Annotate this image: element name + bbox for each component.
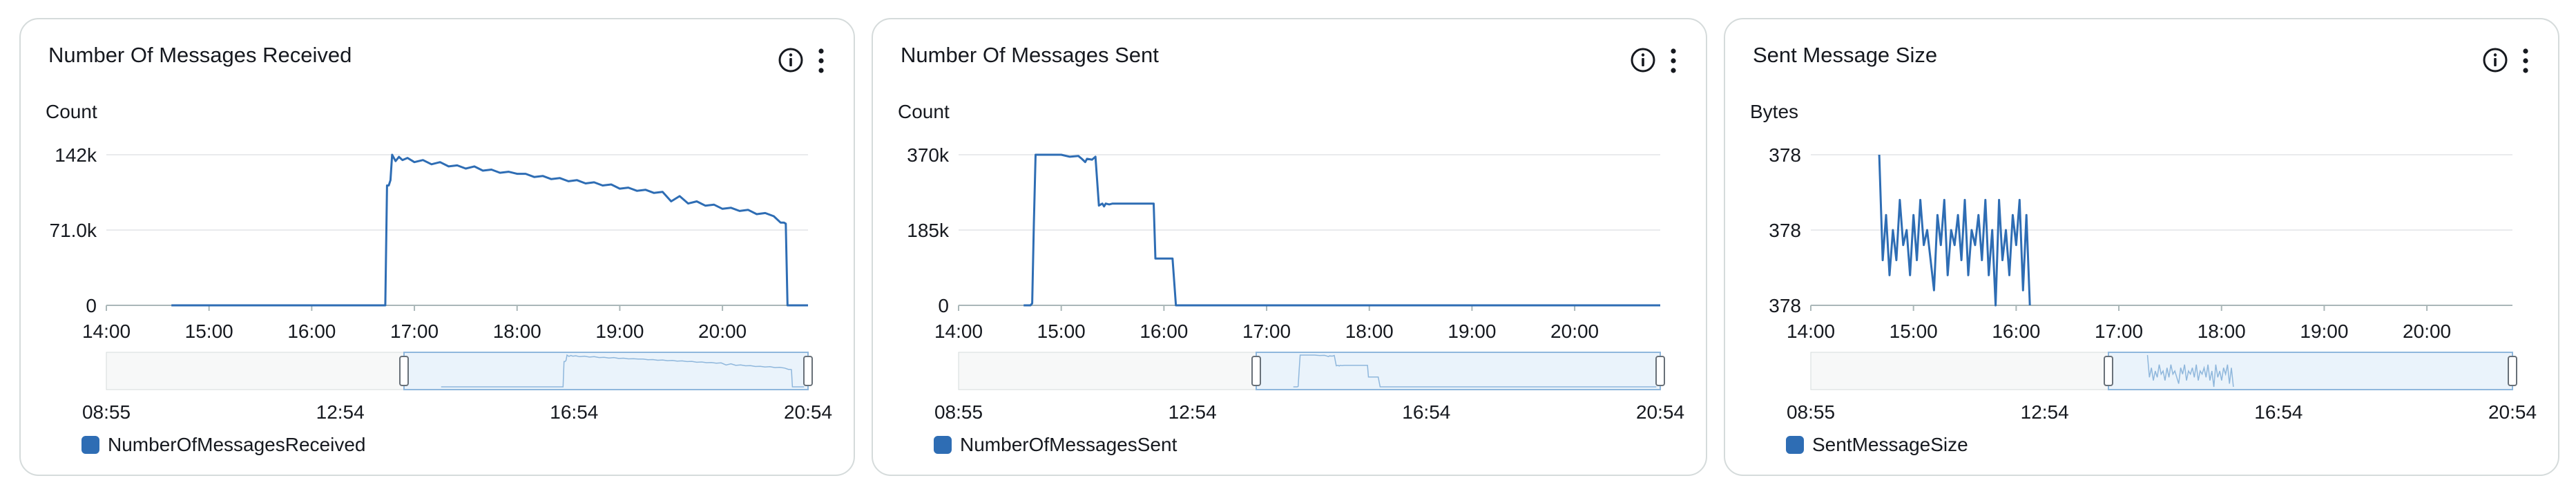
legend-swatch	[934, 436, 952, 454]
legend-item[interactable]: NumberOfMessagesSent	[934, 434, 1177, 456]
more-options-icon[interactable]	[1666, 46, 1681, 76]
series-line	[1023, 153, 1660, 307]
navigator-series-line	[2146, 354, 2234, 388]
x-tick-label: 14:00	[934, 321, 983, 342]
y-tick-label: 71.0k	[50, 220, 97, 241]
navigator-tick-label: 08:55	[934, 401, 983, 423]
more-options-icon[interactable]	[814, 46, 829, 76]
x-tick-label: 16:00	[287, 321, 336, 342]
navigator-tick-label: 16:54	[1402, 401, 1450, 423]
x-tick-label: 14:00	[1787, 321, 1835, 342]
navigator-handle	[1251, 356, 1261, 386]
navigator-tick-label: 20:54	[2488, 401, 2537, 423]
widget-sent-message-size: Sent Message Size Bytes 378 378 378 14:00 15…	[1724, 18, 2559, 476]
x-tick-label: 17:00	[2095, 321, 2143, 342]
navigator-series-line	[441, 354, 805, 388]
x-tick-label: 17:00	[390, 321, 439, 342]
navigator-tick-label: 16:54	[550, 401, 598, 423]
navigator-tick-label: 08:55	[82, 401, 131, 423]
legend-swatch	[81, 436, 99, 454]
navigator-tick-label: 20:54	[1636, 401, 1684, 423]
x-tick-label: 16:00	[1992, 321, 2040, 342]
navigator-tick-label: 16:54	[2254, 401, 2303, 423]
x-tick-label: 19:00	[1448, 321, 1496, 342]
y-unit-label: Count	[898, 101, 950, 122]
legend-label: SentMessageSize	[1812, 434, 1968, 455]
x-tick-label: 19:00	[595, 321, 644, 342]
navigator-selection	[1255, 352, 1661, 390]
widget-title: Sent Message Size	[1753, 43, 1938, 67]
navigator-handle	[398, 356, 409, 386]
navigator-tick-label: 12:54	[2021, 401, 2069, 423]
widget-title: Number Of Messages Sent	[901, 43, 1159, 67]
navigator-tick-label: 20:54	[784, 401, 832, 423]
x-tick-label: 14:00	[82, 321, 131, 342]
y-tick-label: 370k	[907, 144, 950, 166]
x-tick-label: 17:00	[1242, 321, 1291, 342]
info-circle-icon[interactable]	[778, 47, 804, 73]
x-tick-label: 18:00	[2198, 321, 2246, 342]
navigator-handle	[2103, 356, 2113, 386]
legend-label: NumberOfMessagesReceived	[108, 434, 366, 455]
widget-messages-received: Number Of Messages Received Count 0 71.0k…	[19, 18, 855, 476]
x-tick-label: 20:00	[698, 321, 747, 342]
navigator-handle	[2508, 356, 2517, 386]
y-tick-label: 185k	[907, 220, 950, 241]
x-tick-label: 20:00	[1550, 321, 1599, 342]
x-tick-label: 18:00	[1345, 321, 1394, 342]
navigator-selection	[403, 352, 809, 390]
navigator-series-line	[1293, 354, 1657, 388]
x-tick-label: 15:00	[1890, 321, 1938, 342]
x-tick-label: 16:00	[1140, 321, 1188, 342]
navigator-tick-label: 08:55	[1787, 401, 1835, 423]
x-tick-label: 15:00	[1037, 321, 1086, 342]
x-tick-label: 20:00	[2403, 321, 2451, 342]
legend-label: NumberOfMessagesSent	[960, 434, 1178, 455]
navigator-handle	[1655, 356, 1665, 386]
widget-messages-sent: Number Of Messages Sent Count 0 185k 370k 1…	[872, 18, 1707, 476]
info-circle-icon[interactable]	[2482, 47, 2508, 73]
y-tick-label: 378	[1769, 295, 1801, 316]
info-circle-icon[interactable]	[1630, 47, 1656, 73]
more-options-icon[interactable]	[2518, 46, 2533, 76]
widget-title: Number Of Messages Received	[48, 43, 352, 67]
y-unit-label: Count	[46, 101, 97, 122]
chart: Count 0 185k 370k 14:00 15:00 16:00 17:00 18:00…	[898, 101, 1684, 423]
navigator-tick-label: 12:54	[1169, 401, 1217, 423]
x-tick-label: 19:00	[2300, 321, 2348, 342]
navigator-handle	[803, 356, 813, 386]
y-unit-label: Bytes	[1750, 101, 1798, 122]
y-tick-label: 0	[86, 295, 97, 316]
navigator-selection	[2107, 352, 2513, 390]
y-tick-label: 0	[938, 295, 949, 316]
navigator-tick-label: 12:54	[316, 401, 365, 423]
series-line	[1878, 154, 2031, 307]
series-line	[171, 153, 808, 307]
legend-item[interactable]: NumberOfMessagesReceived	[81, 434, 366, 456]
chart: Count 0 71.0k 142k 14:00 15:00 16:00 17:00 18:0…	[46, 101, 832, 423]
x-tick-label: 15:00	[185, 321, 233, 342]
x-tick-label: 18:00	[493, 321, 541, 342]
y-tick-label: 378	[1769, 144, 1801, 166]
legend-swatch	[1786, 436, 1804, 454]
y-tick-label: 378	[1769, 220, 1801, 241]
legend-item[interactable]: SentMessageSize	[1786, 434, 1968, 456]
y-tick-label: 142k	[55, 144, 97, 166]
chart: Bytes 378 378 378 14:00 15:00 16:00 17:00 18:00…	[1750, 101, 2537, 423]
